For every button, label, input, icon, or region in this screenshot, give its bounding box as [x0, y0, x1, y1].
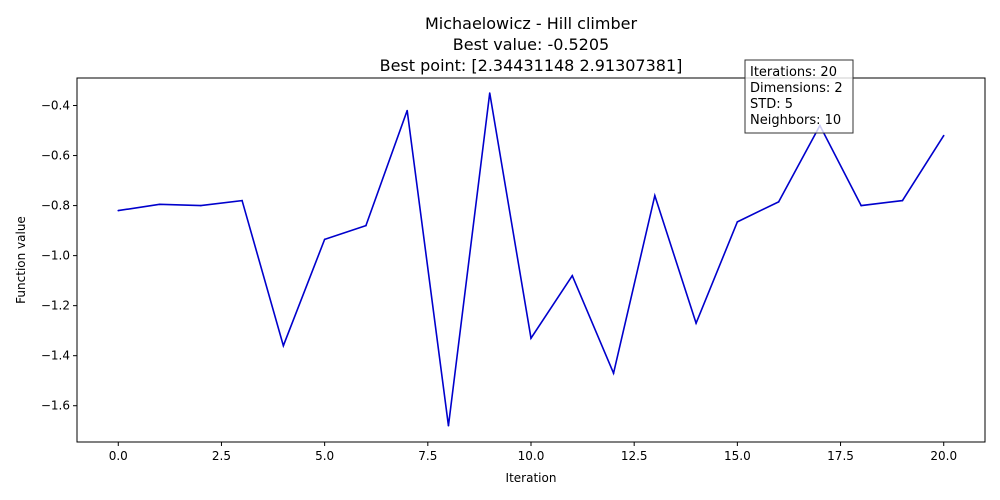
- y-tick-label: −0.4: [41, 99, 70, 113]
- info-dimensions: Dimensions: 2: [750, 81, 843, 96]
- info-iterations: Iterations: 20: [750, 65, 837, 80]
- chart-title: Michaelowicz - Hill climber Best value: …: [380, 14, 683, 75]
- data-point: [488, 92, 491, 94]
- info-neighbors: Neighbors: 10: [750, 113, 841, 128]
- data-point: [117, 209, 120, 212]
- series-line: [118, 92, 945, 426]
- x-tick-label: 2.5: [212, 449, 231, 463]
- x-axis-ticks: 0.0 2.5 5.0 7.5 10.0 12.5 15.0 17.5 20.0: [109, 442, 957, 463]
- x-tick-label: 10.0: [518, 449, 545, 463]
- x-tick-label: 12.5: [621, 449, 648, 463]
- x-tick-label: 17.5: [827, 449, 854, 463]
- x-tick-label: 5.0: [315, 449, 334, 463]
- y-axis-label: Function value: [14, 216, 28, 304]
- x-tick-label: 20.0: [930, 449, 957, 463]
- data-point: [530, 337, 532, 339]
- data-point: [736, 221, 739, 223]
- data-point: [323, 238, 326, 241]
- x-tick-label: 15.0: [724, 449, 751, 463]
- data-point: [200, 204, 202, 207]
- title-line-2: Best value: -0.5205: [453, 35, 609, 54]
- x-axis-label: Iteration: [506, 471, 557, 485]
- title-line-3: Best point: [2.34431148 2.91307381]: [380, 56, 683, 75]
- y-axis-ticks: −1.6 −1.4 −1.2 −1.0 −0.8 −0.6 −0.4: [41, 99, 77, 413]
- data-point: [282, 344, 285, 347]
- y-tick-label: −1.0: [41, 249, 70, 263]
- data-point: [860, 204, 862, 207]
- y-tick-label: −1.6: [41, 399, 70, 413]
- data-point: [942, 134, 945, 137]
- y-tick-label: −1.4: [41, 349, 70, 363]
- info-box-frame: [744, 59, 854, 134]
- data-point: [365, 224, 367, 227]
- data-point: [695, 322, 697, 324]
- info-box: Iterations: 20 Dimensions: 2 STD: 5 Neig…: [744, 59, 854, 134]
- x-tick-label: 7.5: [418, 449, 437, 463]
- data-point: [158, 203, 161, 206]
- y-tick-label: −0.6: [41, 149, 70, 163]
- data-point: [571, 274, 574, 277]
- data-point: [777, 201, 780, 203]
- data-point: [241, 199, 243, 202]
- info-std: STD: 5: [750, 97, 793, 112]
- y-tick-label: −1.2: [41, 299, 70, 313]
- data-point: [447, 424, 450, 427]
- series-layer: [117, 92, 945, 427]
- y-tick-label: −0.8: [41, 199, 70, 213]
- x-tick-label: 0.0: [109, 449, 128, 463]
- data-point: [654, 194, 656, 197]
- data-point: [612, 372, 615, 375]
- plot-frame: [76, 77, 986, 443]
- data-point: [406, 109, 408, 112]
- title-line-1: Michaelowicz - Hill climber: [425, 14, 637, 33]
- data-point: [901, 199, 904, 202]
